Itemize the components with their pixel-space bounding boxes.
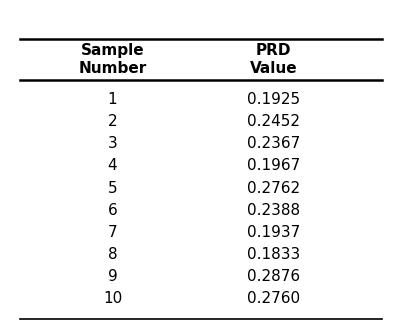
Text: 0.2388: 0.2388 <box>246 203 299 218</box>
Text: 7: 7 <box>107 225 117 240</box>
Text: 0.1833: 0.1833 <box>246 247 299 262</box>
Text: PRD
Value: PRD Value <box>249 43 296 76</box>
Text: 5: 5 <box>107 181 117 196</box>
Text: 3: 3 <box>107 136 117 151</box>
Text: Sample
Number: Sample Number <box>78 43 146 76</box>
Text: 10: 10 <box>103 291 122 306</box>
Text: 4: 4 <box>107 158 117 173</box>
Text: 0.2367: 0.2367 <box>246 136 299 151</box>
Text: 1: 1 <box>107 92 117 107</box>
Text: 8: 8 <box>107 247 117 262</box>
Text: 0.1925: 0.1925 <box>246 92 299 107</box>
Text: 0.2762: 0.2762 <box>246 181 299 196</box>
Text: 0.2452: 0.2452 <box>246 114 299 129</box>
Text: 6: 6 <box>107 203 117 218</box>
Text: 9: 9 <box>107 269 117 284</box>
Text: 2: 2 <box>107 114 117 129</box>
Text: 0.2876: 0.2876 <box>246 269 299 284</box>
Text: 0.1937: 0.1937 <box>246 225 299 240</box>
Text: 0.1967: 0.1967 <box>246 158 299 173</box>
Text: 0.2760: 0.2760 <box>246 291 299 306</box>
